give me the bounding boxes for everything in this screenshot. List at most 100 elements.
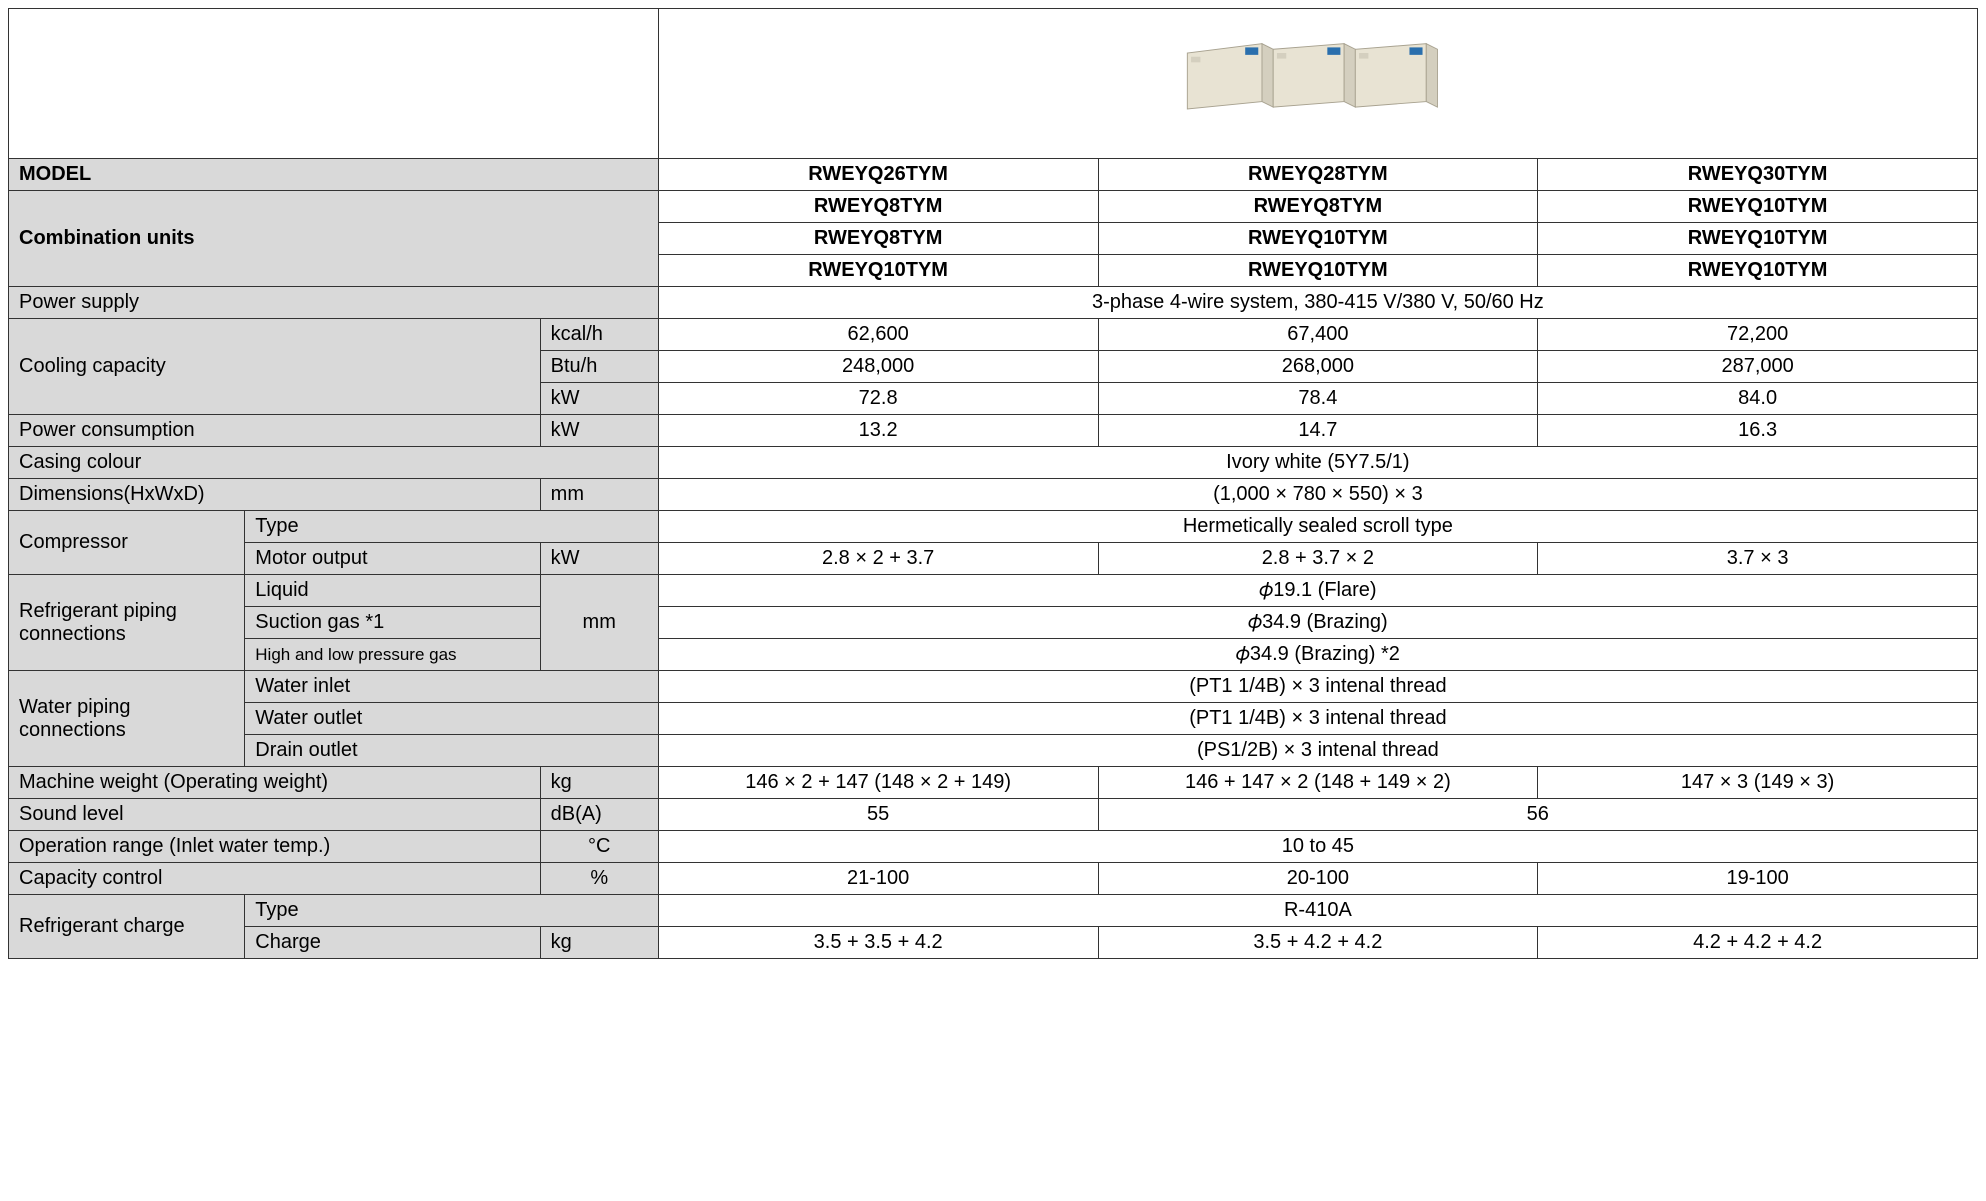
ref-liquid-row: Refrigerant piping connections Liquid mm… (9, 575, 1978, 607)
spec-table: MODEL RWEYQ26TYM RWEYQ28TYM RWEYQ30TYM C… (8, 8, 1978, 959)
power-cons-3: 16.3 (1538, 415, 1978, 447)
model-2: RWEYQ28TYM (1098, 159, 1538, 191)
drain-label: Drain outlet (245, 735, 659, 767)
combo-r2c2: RWEYQ10TYM (1098, 223, 1538, 255)
op-range-value: 10 to 45 (658, 831, 1977, 863)
ref-pipe-label: Refrigerant piping connections (9, 575, 245, 671)
cooling-kw-1: 72.8 (658, 383, 1098, 415)
op-range-row: Operation range (Inlet water temp.) °C 1… (9, 831, 1978, 863)
ref-charge-3: 4.2 + 4.2 + 4.2 (1538, 927, 1978, 959)
compressor-motor-row: Motor output kW 2.8 × 2 + 3.7 2.8 + 3.7 … (9, 543, 1978, 575)
comp-motor-1: 2.8 × 2 + 3.7 (658, 543, 1098, 575)
cooling-kcal-row: Cooling capacity kcal/h 62,600 67,400 72… (9, 319, 1978, 351)
ref-liquid-value: 𝜙19.1 (Flare) (658, 575, 1977, 607)
cooling-kw-unit: kW (540, 383, 658, 415)
casing-value: Ivory white (5Y7.5/1) (658, 447, 1977, 479)
op-range-unit: °C (540, 831, 658, 863)
water-pipe-label: Water piping connections (9, 671, 245, 767)
dim-value: (1,000 × 780 × 550) × 3 (658, 479, 1977, 511)
power-cons-unit: kW (540, 415, 658, 447)
compressor-label: Compressor (9, 511, 245, 575)
power-cons-label: Power consumption (9, 415, 541, 447)
power-consumption-row: Power consumption kW 13.2 14.7 16.3 (9, 415, 1978, 447)
model-label: MODEL (9, 159, 659, 191)
product-image-cell (658, 9, 1977, 159)
cap-ctrl-1: 21-100 (658, 863, 1098, 895)
sound-row: Sound level dB(A) 55 56 (9, 799, 1978, 831)
dim-label: Dimensions(HxWxD) (9, 479, 541, 511)
power-supply-row: Power supply 3-phase 4-wire system, 380-… (9, 287, 1978, 319)
ref-type-row: Refrigerant charge Type R-410A (9, 895, 1978, 927)
combo-r1c1: RWEYQ8TYM (658, 191, 1098, 223)
casing-row: Casing colour Ivory white (5Y7.5/1) (9, 447, 1978, 479)
cap-ctrl-unit: % (540, 863, 658, 895)
combo-r2c1: RWEYQ8TYM (658, 223, 1098, 255)
image-row (9, 9, 1978, 159)
ref-type-label: Type (245, 895, 659, 927)
sound-b: 56 (1098, 799, 1978, 831)
water-inlet-value: (PT1 1/4B) × 3 intenal thread (658, 671, 1977, 703)
cooling-kw-3: 84.0 (1538, 383, 1978, 415)
cooling-kcal-2: 67,400 (1098, 319, 1538, 351)
op-range-label: Operation range (Inlet water temp.) (9, 831, 541, 863)
cap-ctrl-2: 20-100 (1098, 863, 1538, 895)
ref-charge-unit: kg (540, 927, 658, 959)
ref-charge-1: 3.5 + 3.5 + 4.2 (658, 927, 1098, 959)
combo-r3c3: RWEYQ10TYM (1538, 255, 1978, 287)
comp-type-value: Hermetically sealed scroll type (658, 511, 1977, 543)
ref-hl-label: High and low pressure gas (245, 639, 540, 671)
product-image-icon (1178, 31, 1458, 131)
comp-motor-unit: kW (540, 543, 658, 575)
ref-charge-sub: Charge (245, 927, 540, 959)
model-3: RWEYQ30TYM (1538, 159, 1978, 191)
ref-hl-row: High and low pressure gas 𝜙34.9 (Brazing… (9, 639, 1978, 671)
combo-r2c3: RWEYQ10TYM (1538, 223, 1978, 255)
sound-label: Sound level (9, 799, 541, 831)
cooling-kw-2: 78.4 (1098, 383, 1538, 415)
cap-ctrl-label: Capacity control (9, 863, 541, 895)
ref-suction-label: Suction gas *1 (245, 607, 540, 639)
combo-r3c2: RWEYQ10TYM (1098, 255, 1538, 287)
drain-value: (PS1/2B) × 3 intenal thread (658, 735, 1977, 767)
ref-mm-label: mm (540, 575, 658, 671)
image-row-blank (9, 9, 659, 159)
water-inlet-label: Water inlet (245, 671, 659, 703)
ref-liquid-label: Liquid (245, 575, 540, 607)
combo-r1c3: RWEYQ10TYM (1538, 191, 1978, 223)
water-outlet-value: (PT1 1/4B) × 3 intenal thread (658, 703, 1977, 735)
weight-label: Machine weight (Operating weight) (9, 767, 541, 799)
ref-suction-value: 𝜙34.9 (Brazing) (658, 607, 1977, 639)
water-outlet-label: Water outlet (245, 703, 659, 735)
weight-1: 146 × 2 + 147 (148 × 2 + 149) (658, 767, 1098, 799)
weight-unit: kg (540, 767, 658, 799)
combo-row-1: Combination units RWEYQ8TYM RWEYQ8TYM RW… (9, 191, 1978, 223)
ref-suction-row: Suction gas *1 𝜙34.9 (Brazing) (9, 607, 1978, 639)
comp-motor-2: 2.8 + 3.7 × 2 (1098, 543, 1538, 575)
power-cons-1: 13.2 (658, 415, 1098, 447)
cooling-kcal-1: 62,600 (658, 319, 1098, 351)
comp-motor-3: 3.7 × 3 (1538, 543, 1978, 575)
comp-type-label: Type (245, 511, 659, 543)
weight-row: Machine weight (Operating weight) kg 146… (9, 767, 1978, 799)
ref-charge-2: 3.5 + 4.2 + 4.2 (1098, 927, 1538, 959)
cooling-label: Cooling capacity (9, 319, 541, 415)
ref-charge-row: Charge kg 3.5 + 3.5 + 4.2 3.5 + 4.2 + 4.… (9, 927, 1978, 959)
cooling-btu-unit: Btu/h (540, 351, 658, 383)
combo-r1c2: RWEYQ8TYM (1098, 191, 1538, 223)
sound-unit: dB(A) (540, 799, 658, 831)
cap-ctrl-row: Capacity control % 21-100 20-100 19-100 (9, 863, 1978, 895)
sound-a: 55 (658, 799, 1098, 831)
drain-row: Drain outlet (PS1/2B) × 3 intenal thread (9, 735, 1978, 767)
ref-hl-value: 𝜙34.9 (Brazing) *2 (658, 639, 1977, 671)
comp-motor-label: Motor output (245, 543, 540, 575)
cooling-btu-1: 248,000 (658, 351, 1098, 383)
ref-type-value: R-410A (658, 895, 1977, 927)
weight-3: 147 × 3 (149 × 3) (1538, 767, 1978, 799)
weight-2: 146 + 147 × 2 (148 + 149 × 2) (1098, 767, 1538, 799)
cooling-btu-2: 268,000 (1098, 351, 1538, 383)
ref-charge-label: Refrigerant charge (9, 895, 245, 959)
dim-unit: mm (540, 479, 658, 511)
combo-r3c1: RWEYQ10TYM (658, 255, 1098, 287)
water-inlet-row: Water piping connections Water inlet (PT… (9, 671, 1978, 703)
combination-label: Combination units (9, 191, 659, 287)
